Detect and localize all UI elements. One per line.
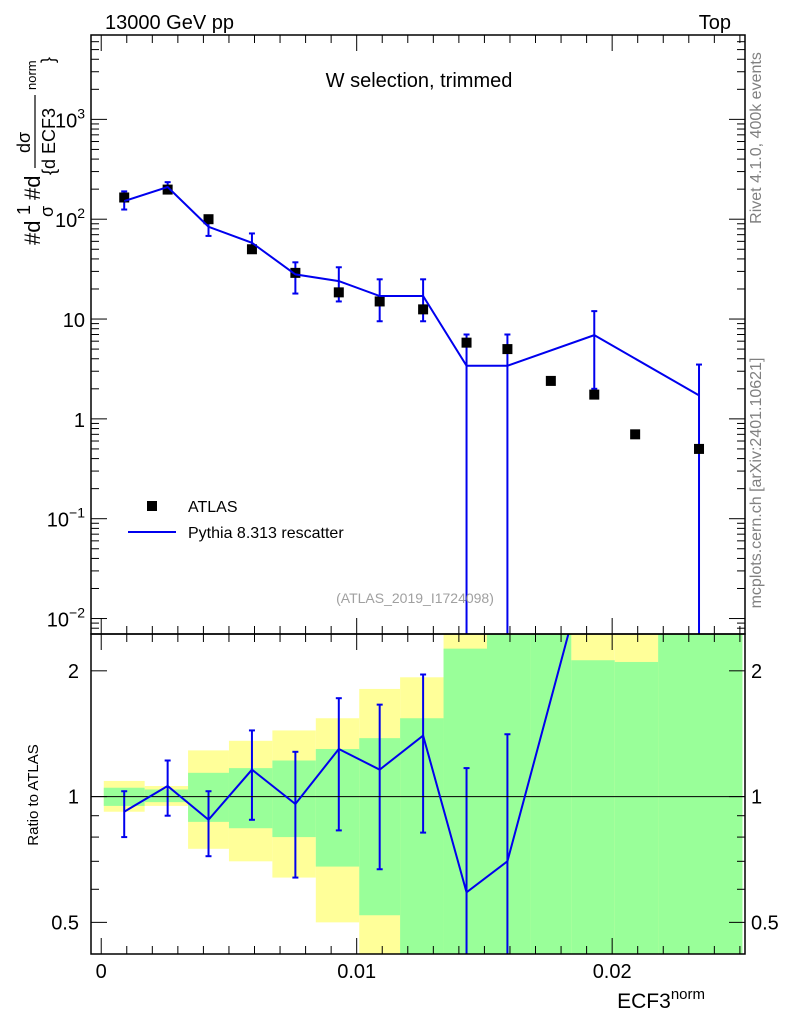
main-y-tick-label: 10−2 bbox=[47, 605, 85, 632]
main-y-tick-base: 1 bbox=[74, 410, 85, 432]
ratio-bands bbox=[103, 634, 743, 954]
data-point bbox=[694, 443, 705, 454]
main-y-tick-base: 10 bbox=[63, 310, 85, 332]
ratio-y-tick-label-right: 2 bbox=[751, 661, 762, 683]
main-y-tick-base: 10 bbox=[55, 210, 77, 232]
data-point bbox=[290, 267, 301, 278]
legend-data-marker bbox=[147, 501, 157, 511]
main-y-tick-label: 102 bbox=[55, 205, 85, 232]
main-y-tick-base: 10 bbox=[47, 610, 69, 632]
main-y-tick-base: 10 bbox=[55, 110, 77, 132]
main-y-tick-exponent: 2 bbox=[77, 205, 85, 221]
legend: ATLAS Pythia 8.313 rescatter bbox=[128, 499, 344, 542]
x-axis-label: ECF3norm bbox=[617, 986, 705, 1013]
ratio-band-inner bbox=[315, 748, 360, 867]
main-y-tick-exponent: 3 bbox=[77, 105, 85, 121]
data-point bbox=[246, 244, 257, 255]
legend-mc-label: Pythia 8.313 rescatter bbox=[188, 525, 344, 542]
y-label-close: } bbox=[38, 57, 58, 63]
header-process-label: Top bbox=[699, 12, 731, 34]
ratio-band-inner bbox=[400, 718, 444, 954]
ratio-band-inner bbox=[571, 660, 615, 954]
data-point bbox=[203, 214, 214, 225]
data-points bbox=[119, 184, 705, 454]
x-axis-label-sup: norm bbox=[671, 986, 705, 1003]
x-tick-label: 0.01 bbox=[337, 961, 376, 983]
axis-ticks bbox=[91, 34, 745, 954]
ratio-y-axis-label: Ratio to ATLAS bbox=[25, 744, 42, 845]
ratio-band-inner bbox=[614, 661, 659, 954]
ratio-error-bars bbox=[121, 673, 511, 954]
mc-line bbox=[123, 185, 700, 397]
ratio-band-inner bbox=[530, 634, 572, 954]
ratio-mc-line bbox=[123, 633, 570, 895]
data-point bbox=[630, 429, 641, 440]
ratio-frame bbox=[90, 633, 746, 955]
y-label-mid: #d bbox=[20, 176, 45, 200]
data-point bbox=[162, 184, 173, 195]
main-y-tick-label: 10 bbox=[63, 310, 85, 332]
y-axis-label: #d 1 σ #d dσ {d ECF3 norm } bbox=[14, 57, 59, 245]
data-point bbox=[119, 192, 130, 203]
main-y-tick-base: 10 bbox=[47, 510, 69, 532]
data-point bbox=[545, 375, 556, 386]
data-point bbox=[461, 337, 472, 348]
ratio-band-inner bbox=[658, 634, 743, 954]
ratio-band-inner bbox=[228, 768, 273, 829]
x-tick-label: 0.02 bbox=[593, 961, 632, 983]
analysis-id: (ATLAS_2019_I1724098) bbox=[336, 590, 494, 606]
legend-data-label: ATLAS bbox=[188, 499, 238, 516]
y-label-dsigma: dσ bbox=[14, 132, 34, 153]
main-y-tick-label: 103 bbox=[55, 105, 85, 132]
data-point bbox=[502, 344, 513, 355]
ratio-band-inner bbox=[486, 634, 531, 954]
y-label-denominator: {d ECF3 bbox=[39, 108, 59, 175]
side-label-rivet: Rivet 4.1.0, 400k events bbox=[748, 52, 765, 224]
ratio-y-tick-label-left: 1 bbox=[68, 787, 79, 809]
x-axis-label-main: ECF3 bbox=[617, 990, 671, 1013]
main-frame bbox=[90, 34, 746, 635]
y-label-frac-bot: σ bbox=[37, 206, 57, 217]
ratio-y-tick-label-left: 0.5 bbox=[51, 912, 79, 934]
ratio-band-inner bbox=[443, 648, 487, 954]
mc-error-bars bbox=[121, 181, 703, 634]
y-label-frac-top: 1 bbox=[14, 205, 34, 215]
ratio-band-inner bbox=[272, 760, 316, 838]
y-label-prefix: #d bbox=[20, 221, 45, 245]
ratio-y-tick-label-right: 1 bbox=[751, 787, 762, 809]
main-y-tick-exponent: −1 bbox=[69, 505, 85, 521]
data-point bbox=[589, 389, 600, 400]
header-energy-label: 13000 GeV pp bbox=[105, 12, 234, 34]
data-point bbox=[418, 304, 429, 315]
x-tick-label: 0 bbox=[96, 961, 107, 983]
data-point bbox=[374, 296, 385, 307]
side-label-mcplots: mcplots.cern.ch [arXiv:2401.10621] bbox=[748, 358, 765, 609]
main-y-tick-exponent: −2 bbox=[69, 605, 85, 621]
main-y-tick-label: 10−1 bbox=[47, 505, 85, 532]
y-label-norm: norm bbox=[24, 60, 39, 90]
ratio-y-tick-label-right: 0.5 bbox=[751, 912, 779, 934]
chart-title: W selection, trimmed bbox=[326, 70, 513, 92]
ratio-y-tick-label-left: 2 bbox=[68, 661, 79, 683]
main-y-tick-label: 1 bbox=[74, 410, 85, 432]
data-point bbox=[333, 287, 344, 298]
